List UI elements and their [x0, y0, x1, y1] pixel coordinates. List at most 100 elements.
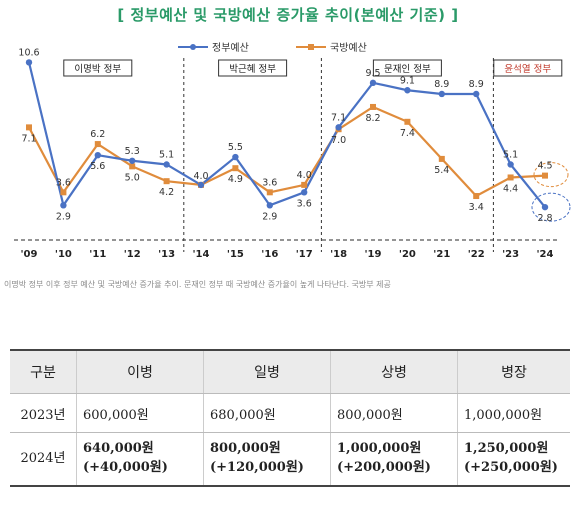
data-label-def: 3.4: [469, 202, 484, 213]
point-def: [370, 103, 376, 110]
period-label-box: [372, 59, 442, 77]
point-def: [266, 189, 273, 196]
data-label-def: 4.5: [537, 161, 552, 172]
period-label-box: [63, 59, 133, 77]
series-line-gov: [27, 62, 546, 208]
data-label-gov: 10.6: [18, 47, 39, 58]
chart-caption: 이명박 정부 이후 정부 예산 및 국방예산 증가율 추이. 문재인 정부 때 …: [4, 280, 391, 289]
row-label: 2024년: [10, 432, 77, 487]
data-label-gov: 2.9: [262, 211, 277, 222]
data-label-def: 8.2: [365, 113, 380, 124]
data-label-def: 6.2: [90, 129, 105, 140]
point-def: [26, 124, 32, 131]
pay-increase: (+120,000원): [210, 460, 304, 475]
series-line-def: [28, 105, 546, 198]
cell-corporal-2024: 1,000,000원 (+200,000원): [330, 432, 458, 487]
point-def: [473, 193, 480, 200]
x-tick-label: '20: [399, 249, 416, 260]
cell-pfc-2024: 800,000원 (+120,000원): [203, 432, 331, 487]
point-gov: [163, 161, 170, 168]
point-gov: [60, 202, 67, 209]
point-gov: [25, 59, 33, 66]
period-label: 문재인 정부: [384, 64, 431, 75]
table-row-2024: 2024년 640,000원 (+40,000원) 800,000원 (+120…: [10, 432, 570, 487]
point-def: [129, 163, 136, 170]
table-header-row: 구분 이병 일병 상병 병장: [10, 349, 570, 394]
data-label-gov: 9.1: [400, 75, 415, 86]
x-tick-label: '13: [158, 249, 175, 260]
pay-value: 800,000원: [210, 441, 281, 457]
pay-value: 1,250,000원: [464, 441, 549, 457]
point-gov: [94, 152, 102, 159]
cell-sergeant-2024: 1,250,000원 (+250,000원): [457, 432, 570, 487]
data-label: 4.0: [193, 171, 208, 182]
period-label: 이명박 정부: [74, 64, 121, 75]
line-chart: [ 정부예산 및 국방예산 증가율 추이(본예산 기준) ] 정부예산 국방예산 이…: [14, 6, 571, 260]
point-gov: [301, 189, 308, 196]
header-sergeant: 병장: [457, 349, 570, 394]
data-label-gov: 5.1: [159, 149, 174, 160]
row-label: 2023년: [10, 393, 77, 433]
point-def: [542, 172, 548, 179]
point-gov: [266, 202, 273, 209]
point-gov: [129, 157, 136, 164]
pay-value: 1,000,000원: [337, 441, 422, 457]
point-gov: [369, 79, 377, 87]
data-label-gov: 8.9: [434, 79, 449, 90]
point-def: [232, 165, 239, 172]
cell-pfc-2023: 680,000원: [203, 393, 331, 433]
data-label-def: 4.9: [228, 174, 243, 185]
x-tick-label: '11: [89, 249, 106, 260]
point-gov: [507, 161, 514, 168]
data-label-def: 7.4: [400, 128, 415, 139]
data-label-def: 4.2: [159, 187, 174, 198]
x-tick-label: '16: [261, 249, 278, 260]
highlight-circle-gov: [531, 192, 571, 222]
point-gov: [404, 87, 411, 94]
pay-increase: (+40,000원): [83, 460, 168, 475]
x-tick-label: '15: [227, 249, 244, 260]
x-tick-label: '12: [124, 249, 141, 260]
point-def: [404, 118, 411, 125]
data-label-def: 4.4: [503, 183, 518, 194]
header-category: 구분: [10, 349, 77, 394]
highlight-circle-def: [533, 162, 569, 188]
data-label-gov: 5.5: [228, 142, 243, 153]
data-label-gov: 5.1: [503, 149, 518, 160]
header-private: 이병: [76, 349, 204, 394]
legend-gov-label: 정부예산: [212, 42, 249, 54]
point-def: [507, 174, 514, 181]
cell-corporal-2023: 800,000원: [330, 393, 458, 433]
data-label-gov: 2.8: [537, 213, 552, 224]
soldier-pay-table: 구분 이병 일병 상병 병장 2023년 600,000원 680,000원 8…: [10, 349, 570, 487]
data-label-def: 5.4: [434, 165, 449, 176]
cell-sergeant-2023: 1,000,000원: [457, 393, 570, 433]
point-gov: [438, 90, 445, 98]
point-def: [94, 141, 101, 148]
data-label-gov: 8.9: [469, 79, 484, 90]
point-def: [438, 155, 445, 162]
pay-increase: (+250,000원): [464, 460, 558, 475]
data-label-def: 4.0: [297, 170, 312, 181]
header-corporal: 상병: [330, 349, 458, 394]
period-label-box: [218, 59, 288, 77]
data-label-gov: 5.6: [90, 161, 105, 172]
period-label: 윤석열 정부: [504, 64, 551, 75]
data-label-def: 3.6: [56, 177, 71, 188]
x-tick-label: '24: [537, 249, 554, 260]
legend-gov-marker: [190, 44, 196, 50]
x-tick-label: '17: [296, 249, 313, 260]
data-label-gov: 5.3: [125, 146, 140, 157]
x-tick-label: '14: [193, 249, 210, 260]
point-gov: [335, 124, 342, 131]
period-label: 박근혜 정부: [229, 63, 276, 75]
x-tick-label: '21: [433, 249, 450, 260]
data-label-def: 7.1: [21, 133, 36, 144]
point-gov: [473, 90, 480, 98]
x-tick-label: '19: [365, 249, 382, 260]
point-gov: [197, 181, 205, 189]
x-tick-label: '22: [468, 249, 485, 260]
period-label-box: [493, 59, 563, 77]
data-label-gov: 9.5: [365, 68, 380, 79]
